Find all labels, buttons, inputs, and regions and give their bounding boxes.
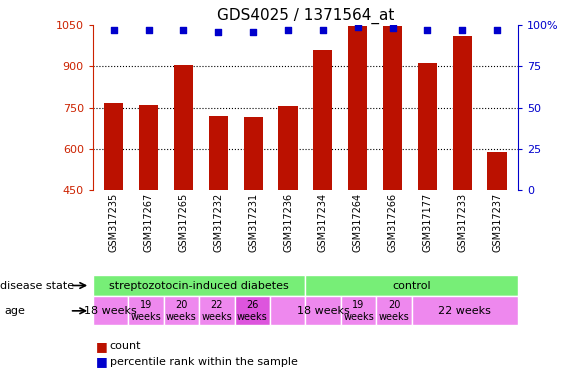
- Bar: [488, 152, 507, 190]
- Bar: [383, 26, 402, 190]
- Bar: [279, 106, 298, 190]
- Bar: [139, 105, 158, 190]
- Bar: [244, 117, 263, 190]
- Bar: [418, 63, 437, 190]
- Point: [353, 23, 362, 30]
- Text: control: control: [392, 280, 431, 291]
- Point: [109, 27, 118, 33]
- Text: 19
weeks: 19 weeks: [343, 300, 374, 322]
- Point: [388, 25, 397, 31]
- Point: [144, 27, 153, 33]
- Text: count: count: [110, 341, 141, 351]
- Text: 26
weeks: 26 weeks: [237, 300, 267, 322]
- Text: 22 weeks: 22 weeks: [439, 306, 491, 316]
- Text: streptozotocin-induced diabetes: streptozotocin-induced diabetes: [109, 280, 289, 291]
- Bar: [313, 50, 332, 190]
- Title: GDS4025 / 1371564_at: GDS4025 / 1371564_at: [217, 7, 394, 23]
- Bar: [348, 26, 367, 190]
- Text: 18 weeks: 18 weeks: [297, 306, 350, 316]
- Text: 22
weeks: 22 weeks: [202, 300, 233, 322]
- Point: [458, 27, 467, 33]
- Text: age: age: [5, 306, 25, 316]
- Bar: [104, 103, 123, 190]
- Text: 18 weeks: 18 weeks: [84, 306, 137, 316]
- Bar: [453, 36, 472, 190]
- Bar: [209, 116, 228, 190]
- Point: [284, 27, 293, 33]
- Point: [214, 28, 223, 35]
- Text: 20
weeks: 20 weeks: [166, 300, 197, 322]
- Text: 19
weeks: 19 weeks: [131, 300, 162, 322]
- Text: ■: ■: [96, 340, 108, 353]
- Point: [179, 27, 188, 33]
- Point: [423, 27, 432, 33]
- Text: percentile rank within the sample: percentile rank within the sample: [110, 357, 298, 367]
- Point: [318, 27, 327, 33]
- Text: 20
weeks: 20 weeks: [378, 300, 409, 322]
- Point: [493, 27, 502, 33]
- Text: disease state: disease state: [0, 280, 74, 291]
- Point: [249, 28, 258, 35]
- Bar: [174, 65, 193, 190]
- Text: ■: ■: [96, 355, 108, 368]
